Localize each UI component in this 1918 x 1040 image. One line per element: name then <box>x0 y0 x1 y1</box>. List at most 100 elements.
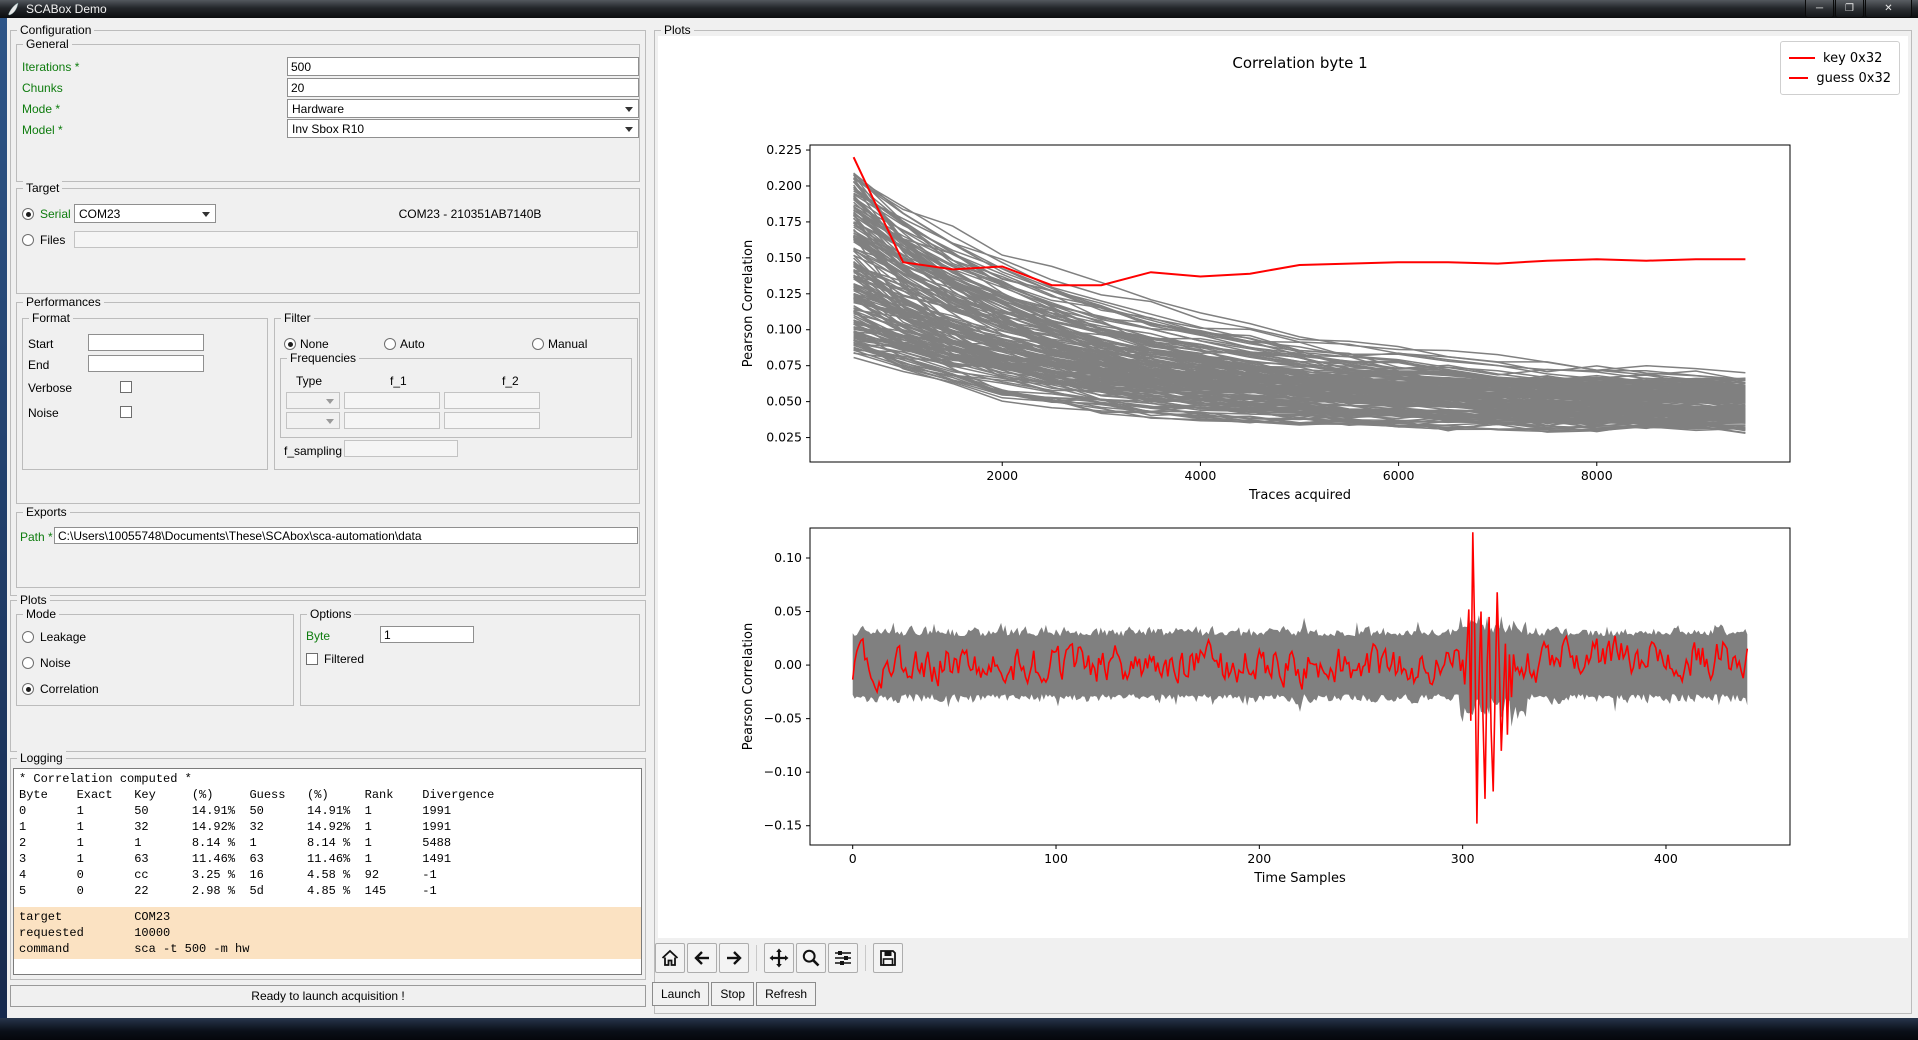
freq-f1-input-2[interactable] <box>344 412 440 429</box>
noise-mode-radio-label: Noise <box>40 656 71 670</box>
svg-text:4000: 4000 <box>1185 468 1217 483</box>
chart-legend: key 0x32 guess 0x32 <box>1780 41 1900 95</box>
start-input[interactable] <box>88 334 204 351</box>
refresh-button[interactable]: Refresh <box>756 982 816 1006</box>
end-label: End <box>28 358 49 372</box>
svg-text:Traces acquired: Traces acquired <box>1248 488 1351 503</box>
freq-col-f2: f_2 <box>502 374 519 388</box>
path-label: Path * <box>20 530 53 544</box>
minimize-button[interactable]: ─ <box>1805 0 1834 18</box>
correlation-charts: 20004000600080000.0250.0500.0750.1000.12… <box>658 36 1908 938</box>
svg-text:0.075: 0.075 <box>766 358 802 373</box>
exports-group: Exports <box>16 512 640 588</box>
legend-guess-label: guess 0x32 <box>1816 71 1891 86</box>
byte-input[interactable] <box>380 626 474 643</box>
correlation-radio-label: Correlation <box>40 682 99 696</box>
general-group-label: General <box>23 37 72 51</box>
mode-select[interactable]: Hardware <box>287 99 639 118</box>
pan-icon <box>769 948 789 968</box>
log-output[interactable]: * Correlation computed * Byte Exact Key … <box>13 768 642 975</box>
dropdown-arrow-icon <box>625 107 633 112</box>
freq-type-select-1[interactable] <box>286 392 340 409</box>
filter-manual-radio[interactable] <box>532 338 544 350</box>
svg-text:0: 0 <box>849 851 857 866</box>
freq-f1-input-1[interactable] <box>344 392 440 409</box>
chunks-label: Chunks <box>22 81 63 95</box>
configuration-group-label: Configuration <box>17 23 94 37</box>
svg-text:−0.15: −0.15 <box>764 818 802 833</box>
performances-group-label: Performances <box>23 295 104 309</box>
f-sampling-input[interactable] <box>344 440 458 457</box>
chunks-input[interactable] <box>287 78 639 97</box>
svg-text:0.125: 0.125 <box>766 286 802 301</box>
arrow-left-icon <box>692 948 712 968</box>
svg-text:6000: 6000 <box>1383 468 1415 483</box>
filtered-label: Filtered <box>324 652 364 666</box>
pan-button[interactable] <box>764 943 794 973</box>
frequencies-group-label: Frequencies <box>287 351 359 365</box>
files-input[interactable] <box>74 231 638 248</box>
svg-text:200: 200 <box>1247 851 1271 866</box>
restore-button[interactable]: ❐ <box>1835 0 1864 18</box>
start-label: Start <box>28 337 53 351</box>
filter-none-radio[interactable] <box>284 338 296 350</box>
dropdown-arrow-icon <box>326 399 334 404</box>
filter-manual-label: Manual <box>548 337 587 351</box>
back-button[interactable] <box>687 943 717 973</box>
byte-label: Byte <box>306 629 330 643</box>
freq-f2-input-2[interactable] <box>444 412 540 429</box>
noise-mode-radio[interactable] <box>22 657 34 669</box>
filter-auto-radio[interactable] <box>384 338 396 350</box>
stop-button[interactable]: Stop <box>711 982 754 1006</box>
model-select[interactable]: Inv Sbox R10 <box>287 119 639 138</box>
serial-port-select[interactable]: COM23 <box>74 204 216 223</box>
arrow-right-icon <box>724 948 744 968</box>
home-button[interactable] <box>655 943 685 973</box>
leakage-radio[interactable] <box>22 631 34 643</box>
plots-panel-group-label: Plots <box>661 23 694 37</box>
serial-radio[interactable] <box>22 208 34 220</box>
floppy-disk-icon <box>878 948 898 968</box>
toolbar-separator <box>865 945 866 971</box>
legend-key-label: key 0x32 <box>1823 51 1882 66</box>
svg-text:−0.10: −0.10 <box>764 764 802 779</box>
files-radio[interactable] <box>22 234 34 246</box>
window-titlebar: SCABox Demo ─ ❐ ✕ <box>0 0 1918 18</box>
restore-icon: ❐ <box>1845 4 1854 14</box>
freq-f2-input-1[interactable] <box>444 392 540 409</box>
legend-entry-guess: guess 0x32 <box>1789 68 1891 88</box>
logging-group-label: Logging <box>17 751 66 765</box>
mode-label: Mode * <box>22 102 60 116</box>
svg-text:−0.05: −0.05 <box>764 711 802 726</box>
save-button[interactable] <box>873 943 903 973</box>
status-bar: Ready to launch acquisition ! <box>10 985 646 1007</box>
freq-type-select-2[interactable] <box>286 412 340 429</box>
noise-label: Noise <box>28 406 59 420</box>
desktop-edge <box>0 18 7 1018</box>
path-input[interactable] <box>54 527 638 544</box>
zoom-button[interactable] <box>796 943 826 973</box>
iterations-label: Iterations * <box>22 60 79 74</box>
freq-col-f1: f_1 <box>390 374 407 388</box>
freq-col-type: Type <box>296 374 322 388</box>
filtered-checkbox[interactable] <box>306 653 318 665</box>
svg-text:0.00: 0.00 <box>774 657 802 672</box>
f-sampling-label: f_sampling <box>284 444 342 458</box>
guess-line-swatch <box>1789 77 1808 79</box>
close-icon: ✕ <box>1884 4 1892 14</box>
iterations-input[interactable] <box>287 57 639 76</box>
noise-checkbox[interactable] <box>120 406 132 418</box>
launch-button[interactable]: Launch <box>652 982 709 1006</box>
legend-entry-key: key 0x32 <box>1789 48 1891 68</box>
dropdown-arrow-icon <box>326 419 334 424</box>
figure-canvas[interactable]: Correlation byte 1 20004000600080000.025… <box>658 36 1908 938</box>
forward-button[interactable] <box>719 943 749 973</box>
verbose-checkbox[interactable] <box>120 381 132 393</box>
svg-text:2000: 2000 <box>986 468 1018 483</box>
plots-options-group-label: Plots <box>17 593 50 607</box>
filter-none-label: None <box>300 337 329 351</box>
close-button[interactable]: ✕ <box>1865 0 1912 18</box>
end-input[interactable] <box>88 355 204 372</box>
correlation-radio[interactable] <box>22 683 34 695</box>
configure-subplots-button[interactable] <box>828 943 858 973</box>
